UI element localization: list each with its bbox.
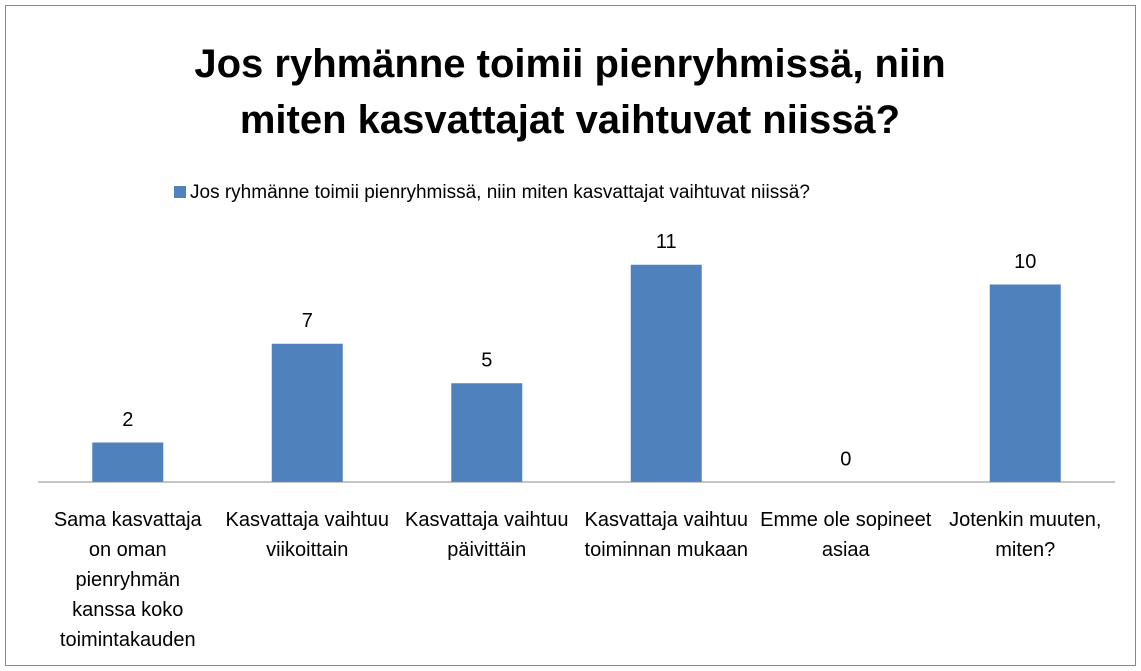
bar xyxy=(989,284,1061,482)
chart-title: Jos ryhmänne toimii pienryhmissä, niin m… xyxy=(194,42,946,142)
data-label: 7 xyxy=(302,310,313,332)
x-tick-label: Sama kasvattaja on oman pienryhmän kanss… xyxy=(53,509,202,651)
x-tick-label: Kasvattaja vaihtuu toiminnan mukaan xyxy=(584,509,748,561)
legend-swatch xyxy=(174,186,186,198)
legend-text: Jos ryhmänne toimii pienryhmissä, niin m… xyxy=(190,182,810,203)
data-label: 5 xyxy=(481,350,492,372)
x-tick-label: Emme ole sopineet asiaa xyxy=(760,509,932,561)
chart-border xyxy=(5,5,1136,666)
data-label: 11 xyxy=(656,231,677,253)
bar xyxy=(451,383,523,482)
data-label: 0 xyxy=(840,448,851,470)
bar xyxy=(630,264,702,482)
bar xyxy=(92,442,164,482)
data-label: 2 xyxy=(122,409,133,431)
x-tick-label: Kasvattaja vaihtuu viikoittain xyxy=(225,509,389,561)
data-label: 10 xyxy=(1014,251,1036,273)
x-tick-label: Kasvattaja vaihtuu päivittäin xyxy=(405,509,569,561)
bar xyxy=(271,343,343,482)
x-tick-label: Jotenkin muuten, miten? xyxy=(949,509,1102,561)
